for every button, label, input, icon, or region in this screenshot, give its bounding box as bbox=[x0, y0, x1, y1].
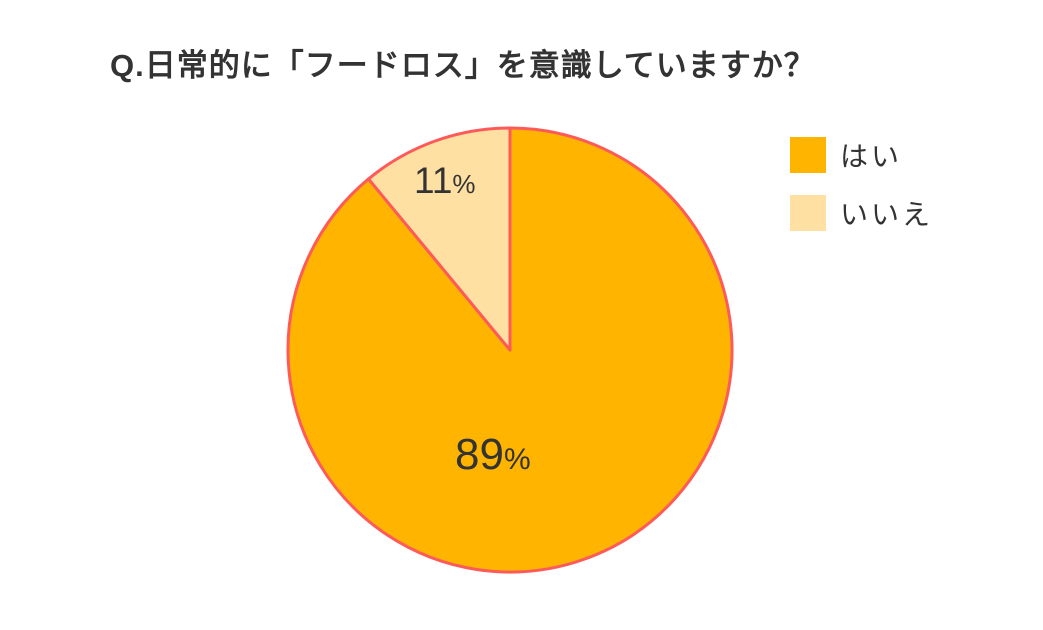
slice-pct-main: % bbox=[504, 443, 531, 476]
title-prefix: Q. bbox=[110, 48, 145, 83]
legend: はい いいえ bbox=[790, 135, 933, 251]
legend-swatch-no bbox=[790, 195, 826, 231]
legend-label-no: いいえ bbox=[840, 193, 933, 233]
slice-value-second: 11 bbox=[414, 160, 452, 201]
slice-value-main: 89 bbox=[455, 430, 504, 479]
slice-pct-second: % bbox=[452, 169, 475, 199]
title-part2: 」を意識していますか？ bbox=[465, 48, 816, 83]
legend-label-yes: はい bbox=[840, 135, 902, 175]
pie-chart bbox=[285, 125, 735, 575]
chart-title: Q.日常的に「フードロス」を意識していますか？ bbox=[110, 40, 816, 85]
slice-label-main: 89% bbox=[455, 430, 531, 480]
legend-swatch-yes bbox=[790, 137, 826, 173]
title-bold: フードロス bbox=[305, 48, 465, 83]
pie-svg bbox=[285, 125, 735, 575]
legend-item-no: いいえ bbox=[790, 193, 933, 233]
slice-label-second: 11% bbox=[414, 160, 476, 202]
legend-item-yes: はい bbox=[790, 135, 933, 175]
title-part1: 日常的に「 bbox=[145, 48, 305, 83]
